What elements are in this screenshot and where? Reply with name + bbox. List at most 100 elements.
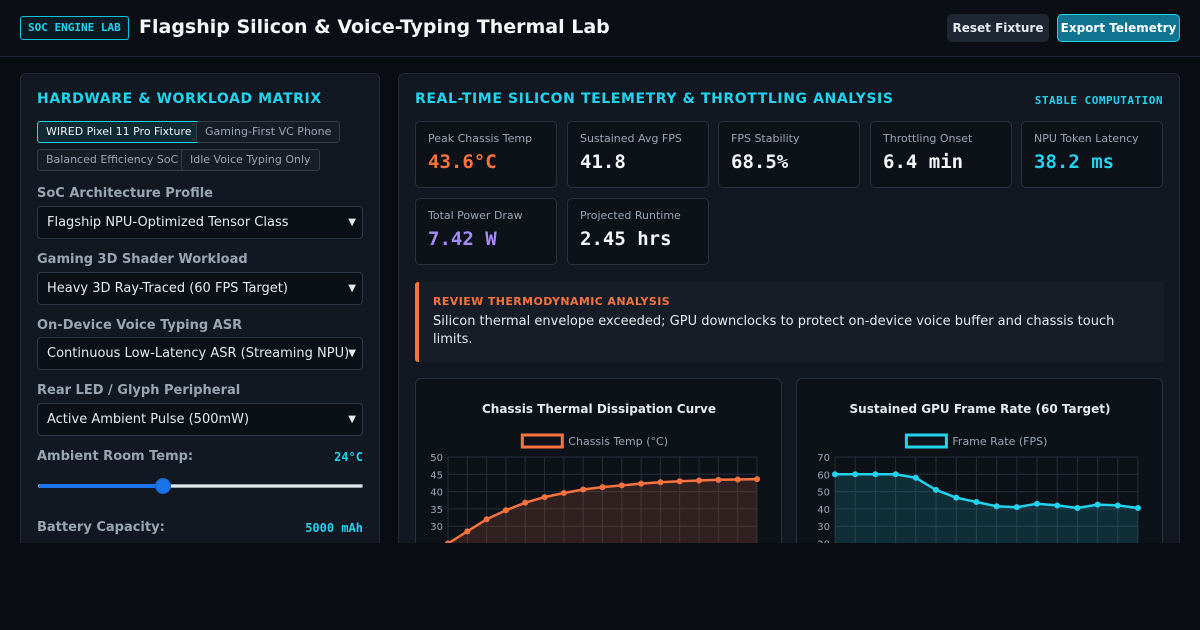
soc-profile-select[interactable]: Flagship NPU-Optimized Tensor Class ▼	[37, 206, 363, 239]
chevron-down-icon: ▼	[348, 414, 356, 425]
alert-message: Silicon thermal envelope exceeded; GPU d…	[433, 314, 1115, 347]
y-tick-label: 30	[430, 522, 443, 533]
data-point	[522, 499, 529, 506]
data-point	[1013, 504, 1020, 511]
data-point	[1135, 505, 1141, 512]
data-point	[715, 476, 722, 483]
data-point	[993, 503, 1000, 510]
stat-card-avg-fps: Sustained Avg FPS 41.8	[567, 121, 709, 188]
voice-asr-value: Continuous Low-Latency ASR (Streaming NP…	[47, 346, 350, 361]
data-point	[953, 494, 960, 501]
y-tick-label: 35	[430, 505, 443, 516]
legend-swatch	[904, 433, 948, 449]
preset-chip-balanced-soc[interactable]: Balanced Efficiency SoC	[37, 149, 188, 171]
data-point	[734, 476, 741, 483]
data-point	[1074, 505, 1081, 512]
data-point	[1114, 502, 1121, 509]
y-tick-label: 50	[430, 453, 443, 464]
chevron-down-icon: ▼	[348, 217, 356, 228]
data-point	[560, 489, 567, 496]
battery-capacity-label: Battery Capacity:	[37, 520, 165, 535]
preset-chip-idle-voice[interactable]: Idle Voice Typing Only	[181, 149, 320, 171]
app-header: SOC ENGINE LAB Flagship Silicon & Voice-…	[0, 0, 1200, 57]
stat-label: FPS Stability	[731, 132, 800, 145]
led-peripheral-select[interactable]: Active Ambient Pulse (500mW) ▼	[37, 403, 363, 436]
data-point	[580, 486, 587, 493]
data-point	[599, 484, 606, 491]
ambient-temp-slider[interactable]	[38, 478, 363, 494]
data-point	[676, 478, 683, 485]
stat-card-throttling-onset: Throttling Onset 6.4 min	[870, 121, 1012, 188]
legend-label: Frame Rate (FPS)	[952, 435, 1047, 448]
ambient-temp-value: 24°C	[334, 450, 363, 464]
stat-label: Sustained Avg FPS	[580, 132, 682, 145]
voice-asr-label: On-Device Voice Typing ASR	[37, 318, 243, 333]
stat-value: 7.42 W	[428, 228, 497, 250]
legend-swatch	[520, 433, 564, 449]
chart-title: Sustained GPU Frame Rate (60 Target)	[850, 402, 1111, 416]
data-point	[912, 474, 919, 481]
soc-profile-label: SoC Architecture Profile	[37, 186, 213, 201]
chart-title: Chassis Thermal Dissipation Curve	[482, 402, 716, 416]
data-point	[973, 498, 980, 505]
data-point	[1094, 501, 1101, 508]
panel-title: REAL-TIME SILICON TELEMETRY & THROTTLING…	[415, 91, 894, 107]
reset-fixture-button[interactable]: Reset Fixture	[947, 14, 1049, 42]
alert-title: REVIEW THERMODYNAMIC ANALYSIS	[433, 295, 671, 308]
data-point	[638, 480, 645, 487]
stat-value: 38.2 ms	[1034, 151, 1115, 173]
data-point	[483, 516, 490, 523]
telemetry-panel: REAL-TIME SILICON TELEMETRY & THROTTLING…	[398, 73, 1180, 598]
viewport-bottom	[0, 543, 1200, 630]
voice-asr-select[interactable]: Continuous Low-Latency ASR (Streaming NP…	[37, 337, 363, 370]
data-point	[852, 471, 859, 478]
stat-value: 6.4 min	[883, 151, 964, 173]
data-point	[541, 494, 548, 501]
gaming-workload-select[interactable]: Heavy 3D Ray-Traced (60 FPS Target) ▼	[37, 272, 363, 305]
slider-thumb[interactable]	[155, 478, 171, 494]
thermal-alert-banner: REVIEW THERMODYNAMIC ANALYSIS Silicon th…	[415, 282, 1164, 362]
stat-label: Peak Chassis Temp	[428, 132, 533, 145]
preset-chip-gaming-phone[interactable]: Gaming-First VC Phone	[196, 121, 341, 143]
stat-value: 68.5%	[731, 151, 789, 173]
led-peripheral-value: Active Ambient Pulse (500mW)	[47, 412, 250, 427]
y-tick-label: 50	[817, 488, 830, 499]
hardware-workload-panel: HARDWARE & WORKLOAD MATRIX WIRED Pixel 1…	[20, 73, 380, 573]
stat-label: Projected Runtime	[580, 209, 681, 222]
stat-card-projected-runtime: Projected Runtime 2.45 hrs	[567, 198, 709, 265]
ambient-temp-label: Ambient Room Temp:	[37, 449, 194, 464]
data-point	[502, 507, 509, 514]
page-title: Flagship Silicon & Voice-Typing Thermal …	[139, 16, 610, 38]
y-tick-label: 40	[430, 488, 443, 499]
stat-value: 41.8	[580, 151, 626, 173]
data-point	[892, 471, 899, 478]
data-point	[1034, 500, 1040, 507]
slider-fill	[39, 484, 163, 488]
export-telemetry-button[interactable]: Export Telemetry	[1057, 14, 1180, 42]
battery-capacity-value: 5000 mAh	[305, 521, 363, 535]
preset-chip-pixel-fixture[interactable]: WIRED Pixel 11 Pro Fixture	[37, 121, 201, 143]
stat-label: Total Power Draw	[428, 209, 523, 222]
stat-value: 43.6°C	[428, 151, 497, 173]
y-tick-label: 30	[817, 522, 830, 533]
series-line	[835, 473, 1139, 510]
stat-card-power-draw: Total Power Draw 7.42 W	[415, 198, 557, 265]
y-tick-label: 60	[817, 470, 830, 481]
stat-card-npu-latency: NPU Token Latency 38.2 ms	[1021, 121, 1163, 188]
stat-card-fps-stability: FPS Stability 68.5%	[718, 121, 860, 188]
legend-label: Chassis Temp (°C)	[568, 435, 668, 448]
data-point	[872, 471, 879, 478]
data-point	[618, 482, 625, 489]
led-peripheral-label: Rear LED / Glyph Peripheral	[37, 383, 241, 398]
brand-badge: SOC ENGINE LAB	[20, 16, 129, 40]
chevron-down-icon: ▼	[348, 283, 356, 294]
y-tick-label: 45	[430, 470, 443, 481]
data-point	[933, 486, 939, 493]
stat-label: Throttling Onset	[883, 132, 973, 145]
stat-label: NPU Token Latency	[1034, 132, 1139, 145]
gaming-workload-label: Gaming 3D Shader Workload	[37, 252, 248, 267]
chevron-down-icon: ▼	[348, 348, 356, 359]
y-tick-label: 70	[817, 453, 830, 464]
data-point	[1054, 502, 1061, 509]
computation-status-label: STABLE COMPUTATION	[1034, 94, 1163, 107]
